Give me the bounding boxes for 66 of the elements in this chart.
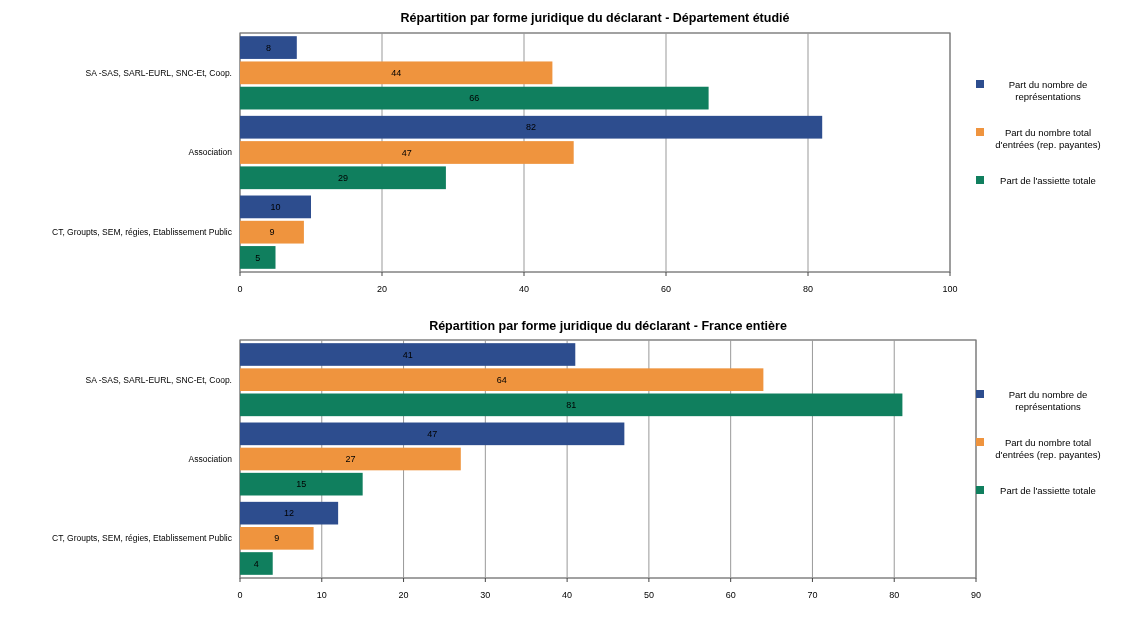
data-label: 10 xyxy=(270,202,281,213)
data-label: 47 xyxy=(401,147,412,158)
y-tick-label: SA -SAS, SARL-EURL, SNC-Et, Coop. xyxy=(85,67,232,78)
x-tick-label: 40 xyxy=(518,284,530,294)
y-tick-label: CT, Groupts, SEM, régies, Etablissement Public xyxy=(52,533,233,544)
x-tick-label: 100 xyxy=(942,284,958,294)
data-label: 27 xyxy=(345,454,356,465)
bar xyxy=(240,501,339,525)
data-label: 29 xyxy=(337,172,348,183)
data-label: 5 xyxy=(255,252,261,263)
data-label: 9 xyxy=(274,533,280,544)
data-label: 47 xyxy=(427,428,438,439)
data-label: 41 xyxy=(402,349,413,360)
bar xyxy=(240,220,304,244)
legend-label: Part de l'assiette totale xyxy=(1000,175,1096,186)
x-tick-label: 60 xyxy=(660,284,672,294)
data-label: 64 xyxy=(496,374,507,385)
x-tick-label: 0 xyxy=(237,590,243,600)
bar xyxy=(240,472,363,496)
x-tick-label: 80 xyxy=(889,590,900,600)
chart-title: Répartition par forme juridique du déclarant - Département étudié xyxy=(400,11,790,25)
x-tick-label: 10 xyxy=(316,590,327,600)
y-tick-label: CT, Groupts, SEM, régies, Etablissement Public xyxy=(52,227,233,238)
bar xyxy=(240,246,276,269)
text: Part du nombre de représentations xyxy=(1008,389,1088,412)
bar xyxy=(240,368,764,391)
data-label: 44 xyxy=(391,67,402,78)
legend-label: Part de l'assiette totale xyxy=(1000,485,1096,496)
legend-label: Part du nombre total d'entrées (rep. payantes) xyxy=(995,437,1101,460)
data-label: 82 xyxy=(526,122,537,133)
bar xyxy=(240,527,314,550)
x-tick-label: 40 xyxy=(562,590,573,600)
data-label: 4 xyxy=(253,558,259,569)
data-label: 66 xyxy=(469,93,480,104)
y-tick-label: SA -SAS, SARL-EURL, SNC-Et, Coop. xyxy=(85,374,232,385)
bar xyxy=(240,393,903,417)
data-label: 81 xyxy=(566,399,577,410)
bar xyxy=(240,166,446,190)
data-label: 12 xyxy=(284,508,295,519)
bar xyxy=(240,195,311,219)
bar xyxy=(240,552,273,575)
bar xyxy=(240,422,625,446)
y-tick-label: Association xyxy=(188,453,233,464)
legend-label: Part du nombre total d'entrées (rep. payantes) xyxy=(995,127,1101,150)
y-tick-label: Association xyxy=(188,147,233,158)
x-tick-label: 30 xyxy=(480,590,491,600)
x-tick-label: 90 xyxy=(970,590,982,600)
bar xyxy=(240,141,574,164)
bar xyxy=(240,447,461,471)
x-tick-label: 80 xyxy=(802,284,814,294)
x-tick-label: 20 xyxy=(376,284,388,294)
bar xyxy=(240,115,823,139)
text: Part du nombre de représentations xyxy=(1008,79,1088,102)
x-tick-label: 20 xyxy=(398,590,409,600)
data-label: 9 xyxy=(269,227,275,238)
data-label: 15 xyxy=(296,479,307,490)
x-tick-label: 0 xyxy=(237,284,243,294)
data-label: 8 xyxy=(265,42,271,53)
bar xyxy=(240,86,709,110)
x-tick-label: 60 xyxy=(725,590,736,600)
x-tick-label: 50 xyxy=(643,590,654,600)
x-tick-label: 70 xyxy=(807,590,818,600)
bar xyxy=(240,61,553,85)
bar xyxy=(240,343,576,366)
bar xyxy=(240,36,297,59)
chart-title: Répartition par forme juridique du déclarant - France entière xyxy=(429,319,787,333)
